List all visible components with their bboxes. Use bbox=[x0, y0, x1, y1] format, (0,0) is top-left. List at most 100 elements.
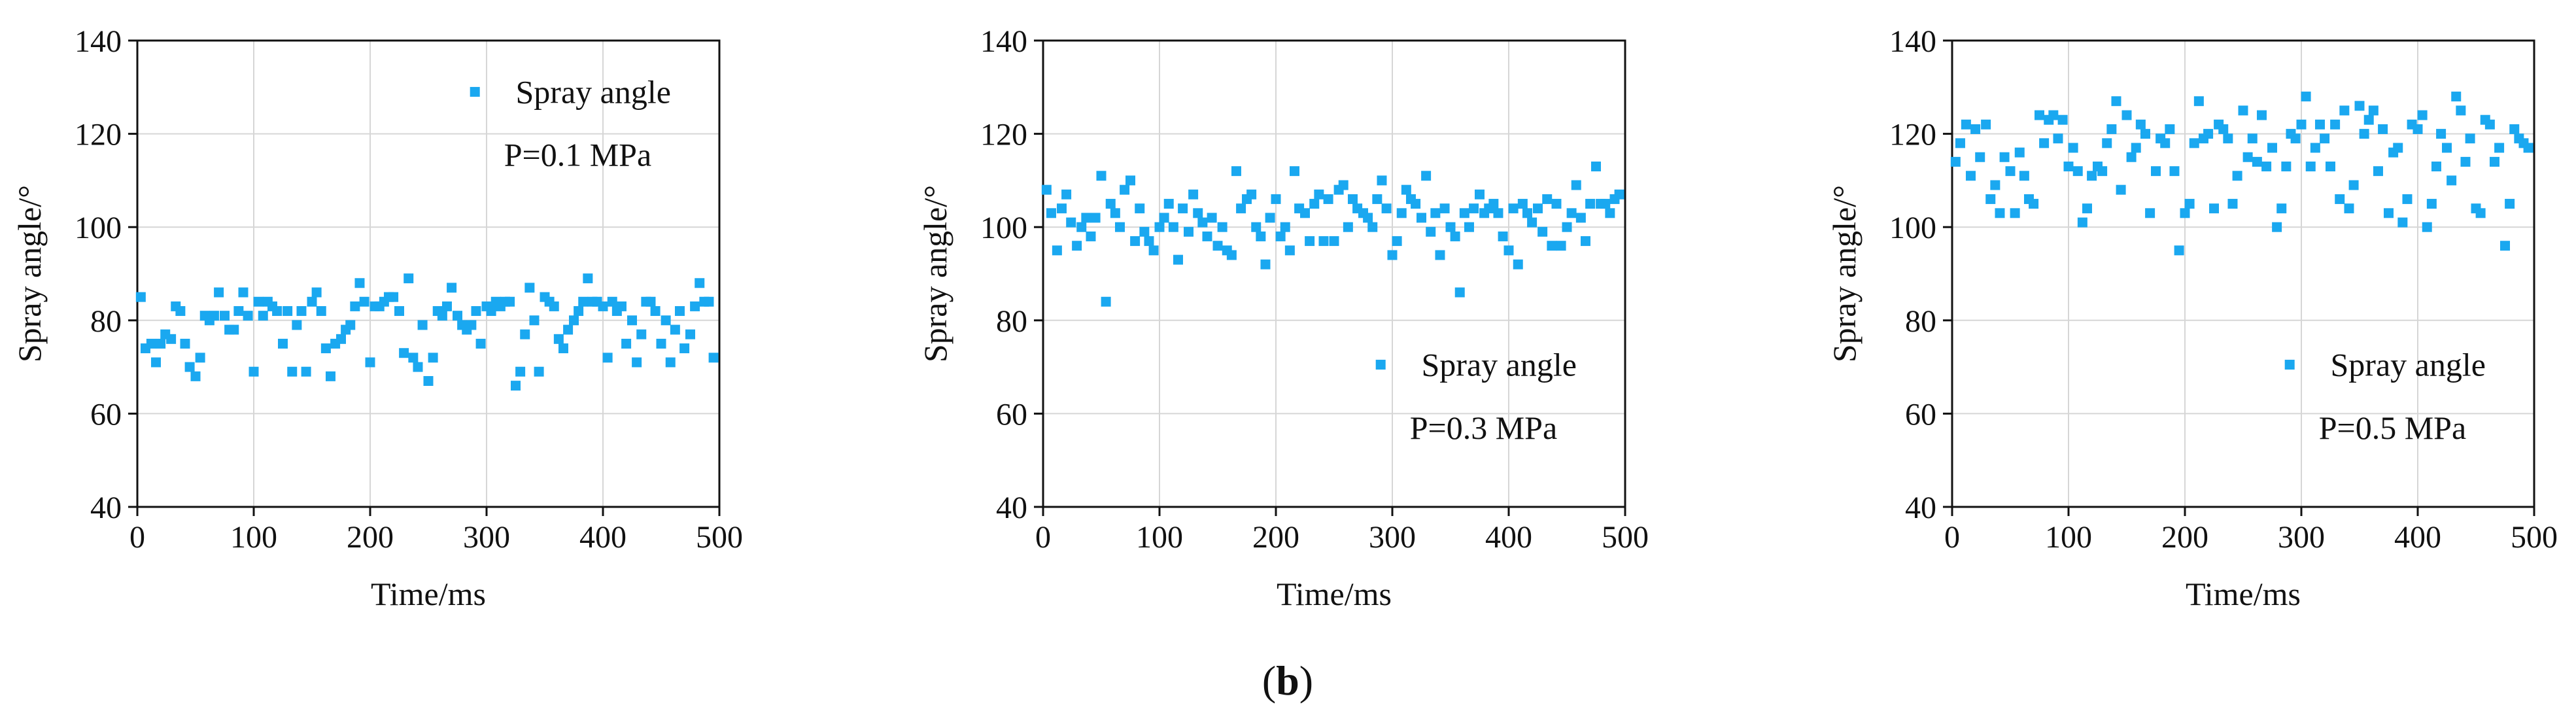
data-point bbox=[2393, 143, 2403, 153]
data-point bbox=[2014, 147, 2025, 158]
data-point bbox=[2339, 105, 2350, 116]
pressure-annotation: P=0.3 MPa bbox=[1410, 409, 1557, 446]
data-point bbox=[1377, 175, 1387, 186]
data-point bbox=[1975, 152, 1985, 162]
data-point bbox=[2261, 162, 2272, 172]
data-point bbox=[2252, 156, 2262, 167]
data-point bbox=[1503, 245, 1514, 256]
y-tick-label: 60 bbox=[90, 397, 122, 432]
data-point bbox=[399, 348, 409, 358]
x-tick-label: 300 bbox=[1369, 520, 1416, 555]
data-point bbox=[190, 371, 201, 381]
data-point bbox=[2151, 166, 2161, 177]
data-point bbox=[1498, 231, 1508, 241]
data-point bbox=[656, 338, 666, 349]
data-point bbox=[1284, 245, 1295, 256]
plot-frame bbox=[1042, 39, 1626, 508]
data-point bbox=[1439, 203, 1450, 214]
data-point bbox=[1566, 208, 1577, 218]
data-point bbox=[1547, 241, 1557, 251]
data-point bbox=[1289, 166, 1299, 177]
data-point bbox=[1600, 199, 1611, 209]
x-tick-label: 200 bbox=[1252, 520, 1299, 555]
data-point bbox=[1381, 203, 1392, 214]
data-point bbox=[621, 338, 632, 349]
data-point bbox=[453, 311, 462, 321]
data-point bbox=[466, 320, 477, 330]
x-tick-label: 100 bbox=[1136, 520, 1183, 555]
data-point bbox=[2131, 143, 2141, 153]
data-point bbox=[2193, 96, 2204, 107]
data-point bbox=[2247, 133, 2258, 144]
data-point bbox=[2456, 105, 2466, 116]
legend-marker bbox=[470, 86, 480, 97]
data-point bbox=[2111, 96, 2121, 107]
data-point bbox=[1985, 194, 1996, 204]
data-point bbox=[549, 301, 559, 311]
data-point bbox=[2238, 105, 2248, 116]
data-point bbox=[607, 296, 617, 307]
y-tick-label: 140 bbox=[1889, 24, 1936, 59]
data-point bbox=[1197, 217, 1208, 228]
data-point bbox=[1417, 213, 1426, 223]
data-point bbox=[1159, 213, 1169, 223]
x-tick-label: 300 bbox=[2278, 520, 2325, 555]
data-point bbox=[553, 334, 564, 344]
x-tick-label: 200 bbox=[347, 520, 394, 555]
data-point bbox=[354, 278, 365, 288]
data-point bbox=[679, 343, 690, 354]
data-point bbox=[229, 324, 239, 335]
data-point bbox=[2180, 208, 2190, 218]
x-tick-label: 500 bbox=[696, 520, 743, 555]
data-point bbox=[1372, 194, 1382, 204]
data-point bbox=[1135, 203, 1145, 214]
legend-label: Spray angle bbox=[1422, 347, 1577, 383]
data-point bbox=[350, 301, 360, 311]
data-point bbox=[1271, 194, 1281, 204]
y-tick-label: 40 bbox=[996, 491, 1027, 525]
data-point bbox=[447, 283, 457, 293]
chart-panel-2: 0 100 200 300 400 500 40 60 80 100 120 140 Time/ms Sp… bbox=[917, 24, 1649, 612]
data-point bbox=[2335, 194, 2345, 204]
data-point bbox=[2169, 166, 2180, 177]
data-point bbox=[2451, 92, 2462, 102]
data-point bbox=[150, 357, 161, 368]
data-point bbox=[2326, 162, 2335, 172]
figure-caption: (b) bbox=[1262, 657, 1313, 704]
y-axis-title: Spray angle/° bbox=[11, 185, 48, 362]
data-point bbox=[233, 306, 244, 317]
data-point bbox=[1139, 226, 1150, 237]
data-point bbox=[1300, 208, 1310, 218]
data-point bbox=[1275, 231, 1286, 241]
data-point bbox=[1207, 213, 1217, 223]
data-point bbox=[2035, 110, 2044, 120]
data-point bbox=[2301, 92, 2311, 102]
data-point bbox=[661, 315, 671, 326]
data-point bbox=[441, 301, 452, 311]
data-point bbox=[645, 296, 656, 307]
data-point bbox=[574, 306, 584, 317]
data-point bbox=[1367, 222, 1378, 232]
data-point bbox=[2116, 184, 2126, 195]
data-point bbox=[1061, 189, 1072, 199]
data-point bbox=[563, 324, 574, 335]
data-point bbox=[529, 315, 540, 326]
data-point bbox=[665, 357, 676, 368]
data-point bbox=[1251, 222, 1262, 232]
data-point bbox=[1445, 222, 1456, 232]
caption-letter: b bbox=[1276, 657, 1299, 704]
data-point bbox=[1260, 259, 1271, 269]
data-point bbox=[238, 287, 249, 298]
data-point bbox=[1955, 138, 1965, 148]
data-point bbox=[345, 320, 356, 330]
y-tick-label: 80 bbox=[996, 304, 1027, 339]
y-tick-label: 40 bbox=[1905, 491, 1936, 525]
data-point bbox=[520, 329, 530, 339]
data-point bbox=[1184, 226, 1194, 237]
data-point bbox=[195, 353, 205, 363]
data-point bbox=[1178, 203, 1188, 214]
data-point bbox=[1454, 287, 1465, 298]
data-point bbox=[636, 329, 647, 339]
data-point bbox=[2500, 241, 2510, 251]
data-point bbox=[2102, 138, 2112, 148]
